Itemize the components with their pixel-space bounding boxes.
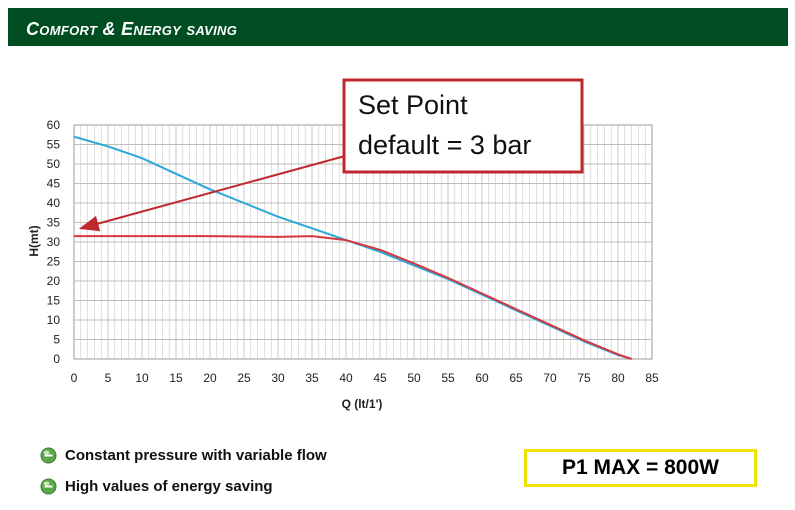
y-tick-label: 0 [53,352,60,366]
x-tick-label: 35 [305,371,319,385]
x-tick-label: 50 [407,371,421,385]
chart-series [73,135,632,360]
x-tick-label: 60 [475,371,489,385]
setpoint-line2: default = 3 bar [358,130,531,160]
pmax-label: P1 MAX = 800W [562,456,719,479]
x-tick-label: 65 [509,371,523,385]
setpoint-line1: Set Point [358,90,468,120]
bullet-text: Constant pressure with variable flow [65,446,327,464]
x-tick-label: 0 [71,371,78,385]
x-tick-label: 40 [339,371,353,385]
y-tick-label: 5 [53,333,60,347]
x-tick-label: 45 [373,371,387,385]
y-tick-label: 40 [47,196,61,210]
x-tick-label: 80 [611,371,625,385]
x-tick-label: 20 [203,371,217,385]
x-tick-label: 70 [543,371,557,385]
x-tick-label: 5 [105,371,112,385]
x-tick-label: 15 [169,371,183,385]
green-sphere-icon [40,447,57,463]
chart-ticks: 0 5 10 15 20 25 30 35 40 45 50 55 60 65 70 75 80 85 0 5 10 15… [47,118,659,385]
header-banner: Comfort & Energy saving [8,8,788,46]
x-tick-label: 75 [577,371,591,385]
y-tick-label: 60 [47,118,61,132]
x-tick-label: 55 [441,371,455,385]
pmax-box: P1 MAX = 800W [524,449,757,487]
y-tick-label: 25 [47,255,61,269]
y-tick-label: 55 [47,138,61,152]
series-line-constant-pressure-curve [74,235,632,360]
green-sphere-icon [40,478,57,494]
feature-list: Constant pressure with variable flow Hig… [40,444,327,506]
y-tick-label: 15 [47,294,61,308]
list-item: Constant pressure with variable flow [40,444,327,466]
y-tick-label: 10 [47,313,61,327]
x-tick-label: 25 [237,371,251,385]
y-tick-label: 35 [47,216,61,230]
setpoint-arrow [78,155,346,232]
y-tick-label: 45 [47,177,61,191]
x-axis-label: Q (lt/1') [342,397,383,411]
setpoint-annotation: Set Point default = 3 bar [78,78,584,232]
performance-chart: 0 5 10 15 20 25 30 35 40 45 50 55 60 65 70 75 80 85 0 5 10 15… [27,78,659,411]
x-tick-label: 10 [135,371,149,385]
x-tick-label: 30 [271,371,285,385]
bullet-text: High values of energy saving [65,477,273,495]
list-item: High values of energy saving [40,475,327,497]
y-tick-label: 50 [47,157,61,171]
y-axis-label: H(mt) [27,225,41,256]
x-tick-label: 85 [645,371,659,385]
y-tick-label: 20 [47,274,61,288]
setpoint-box [342,78,584,174]
y-tick-label: 30 [47,235,61,249]
header-title: Comfort & Energy saving [26,19,238,39]
